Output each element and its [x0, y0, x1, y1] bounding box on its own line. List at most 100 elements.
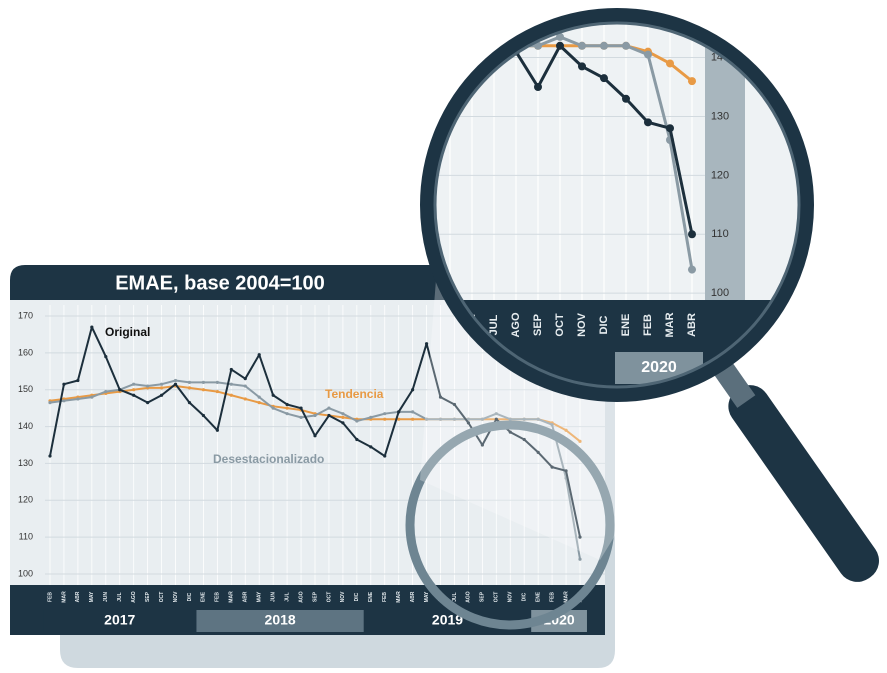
year-band [196, 610, 364, 632]
x-tick-label: FEB [382, 592, 388, 602]
x-tick-label: OCT [159, 592, 165, 603]
point [446, 41, 454, 50]
point [490, 21, 498, 27]
point [292, 36, 300, 44]
x-tick-label: SEP [312, 591, 318, 602]
point [226, 18, 234, 26]
point [187, 401, 192, 405]
point [341, 421, 345, 425]
point [173, 382, 178, 386]
point [313, 434, 317, 438]
point [578, 535, 582, 539]
y-tick-label: 160 [18, 347, 33, 357]
point [62, 399, 66, 403]
point [466, 421, 471, 425]
point [187, 386, 192, 390]
point [314, 33, 322, 41]
x-tick-label: NOV [576, 312, 588, 337]
lens-inner-ring [433, 21, 801, 389]
point [411, 388, 415, 392]
point [62, 382, 66, 386]
point [452, 417, 457, 421]
series-line [433, 21, 694, 235]
point [424, 30, 432, 38]
point [182, 6, 190, 14]
x-tick-label: MAR [563, 591, 569, 603]
point [173, 378, 178, 383]
point [341, 415, 345, 419]
x-tick-label: ENE [535, 591, 541, 602]
series-line [433, 21, 694, 270]
handle-neck [714, 362, 756, 408]
point [397, 410, 401, 414]
x-tick-label: JUL [488, 314, 500, 335]
y-tick-label: 170 [18, 310, 33, 320]
point [446, 41, 454, 50]
point [494, 412, 498, 416]
x-tick-label: AGO [466, 591, 472, 603]
point [490, 41, 498, 50]
point [536, 450, 540, 454]
y-tick-label: 130 [711, 110, 729, 122]
point [402, 42, 410, 50]
point [522, 437, 526, 442]
point [159, 382, 164, 386]
x-tick-label: FEB [215, 592, 221, 602]
x-tick-label: NOV [340, 591, 346, 603]
x-tick-label: AGO [298, 591, 304, 603]
x-tick-label: ENE [201, 591, 207, 602]
point [270, 36, 278, 44]
point [248, 24, 256, 32]
x-tick-label: JUN [103, 592, 109, 602]
point [257, 401, 261, 405]
point [666, 124, 674, 133]
x-tick-label: MAY [89, 591, 95, 602]
x-tick-label: SEP [480, 591, 486, 602]
point [285, 402, 289, 407]
point [48, 401, 52, 405]
x-tick-label: SEP [145, 591, 151, 602]
x-tick-label: JUN [270, 592, 276, 602]
point [201, 388, 206, 392]
x-tick-label: OCT [494, 592, 500, 603]
year-band [43, 610, 197, 632]
point [94, 36, 102, 44]
x-tick-label: ABR [410, 591, 416, 602]
point [494, 417, 498, 421]
x-tick-label: NOV [173, 591, 179, 603]
point [257, 353, 261, 357]
point [508, 417, 512, 421]
point [336, 74, 344, 82]
point [6, 15, 14, 23]
point [116, 0, 124, 6]
point [355, 419, 359, 423]
handle [714, 362, 879, 582]
point [358, 86, 366, 94]
point [380, 33, 388, 41]
point [556, 41, 564, 50]
point [336, 42, 344, 50]
point [201, 413, 206, 418]
point [644, 118, 652, 127]
point [299, 415, 303, 419]
point [383, 454, 387, 458]
point [314, 39, 322, 47]
y-tick-label: 110 [711, 228, 729, 240]
point [229, 382, 233, 386]
point [536, 417, 540, 421]
series-label: Original [105, 325, 150, 339]
point [402, 30, 410, 38]
x-tick-label: MAR [61, 591, 67, 603]
series-line [433, 21, 693, 83]
year-label: 2017 [104, 612, 135, 628]
x-tick-label: DIC [598, 315, 610, 334]
x-tick-label: DIC [354, 592, 360, 601]
point [132, 382, 136, 386]
x-tick-label: SEP [532, 314, 544, 336]
point [146, 384, 150, 388]
point [229, 367, 233, 372]
point [644, 50, 652, 59]
point [411, 410, 415, 414]
point [76, 378, 80, 383]
y-tick-label: 130 [18, 458, 33, 468]
